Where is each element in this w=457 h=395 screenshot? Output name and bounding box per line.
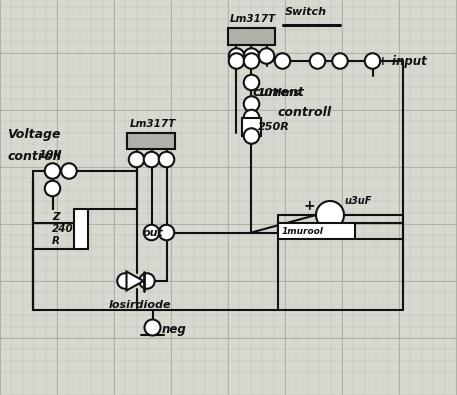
Text: +: +	[304, 199, 316, 213]
Text: + input: + input	[378, 55, 427, 68]
Text: current: current	[253, 86, 304, 99]
Circle shape	[275, 53, 290, 69]
Circle shape	[139, 273, 155, 289]
Circle shape	[144, 225, 159, 240]
Text: Lm317T: Lm317T	[130, 118, 176, 128]
Text: Z
240
R: Z 240 R	[52, 213, 74, 246]
Circle shape	[244, 128, 259, 144]
Text: controll: controll	[277, 106, 332, 119]
Text: Lm317T: Lm317T	[230, 13, 276, 23]
Circle shape	[244, 48, 259, 64]
Bar	[74, 209, 88, 249]
Circle shape	[316, 201, 344, 229]
Text: controll: controll	[7, 149, 62, 162]
Text: Switch: Switch	[285, 6, 327, 17]
Circle shape	[332, 53, 348, 69]
Circle shape	[259, 48, 274, 64]
Text: 250R: 250R	[257, 122, 289, 132]
Circle shape	[144, 320, 160, 335]
Text: 1murool: 1murool	[282, 226, 324, 235]
Text: Voltage: Voltage	[7, 128, 61, 141]
Bar	[243, 117, 260, 136]
Circle shape	[144, 152, 159, 167]
Text: losirdiode: losirdiode	[108, 300, 171, 310]
Circle shape	[244, 96, 259, 112]
Circle shape	[310, 53, 325, 69]
Circle shape	[117, 273, 133, 289]
Circle shape	[244, 75, 259, 90]
Circle shape	[365, 53, 380, 69]
Circle shape	[244, 53, 259, 69]
Text: out: out	[143, 228, 163, 237]
Bar	[228, 28, 275, 45]
Circle shape	[244, 110, 259, 125]
Circle shape	[129, 152, 144, 167]
Circle shape	[159, 225, 174, 240]
Bar	[277, 223, 355, 239]
Polygon shape	[127, 271, 143, 290]
Circle shape	[229, 53, 244, 69]
Circle shape	[159, 152, 174, 167]
Bar	[128, 132, 175, 149]
Text: neg: neg	[161, 324, 186, 337]
Circle shape	[61, 163, 77, 179]
Circle shape	[229, 48, 244, 64]
Circle shape	[45, 181, 60, 196]
Text: u3uF: u3uF	[344, 196, 372, 206]
Text: 10Hms: 10Hms	[257, 88, 301, 98]
Circle shape	[45, 163, 60, 179]
Text: 10k: 10k	[38, 150, 61, 160]
